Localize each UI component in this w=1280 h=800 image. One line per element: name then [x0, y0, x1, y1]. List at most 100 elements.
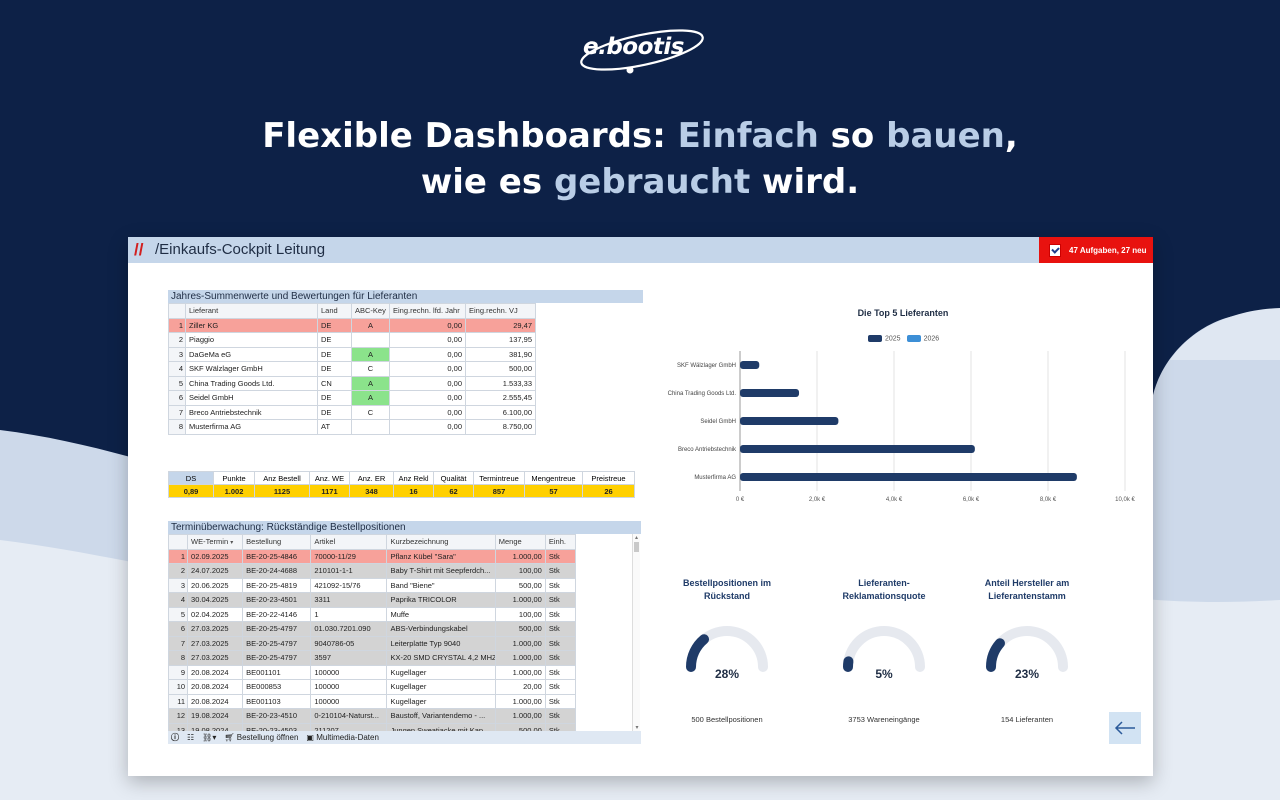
- table-cell: 4: [167, 592, 189, 608]
- table-cell: 100000: [310, 664, 388, 680]
- table-row[interactable]: 12 19.08.2024 BE-20-23-4510 0-210104-Naturs…: [167, 708, 577, 724]
- legend-item-2025[interactable]: 2025: [868, 335, 901, 342]
- table-cell: 02.04.2025: [187, 606, 244, 622]
- table-cell: 100,00: [494, 606, 546, 622]
- task-checkbox-icon: [1049, 243, 1061, 257]
- table-cell: Paprika TRICOLOR: [386, 592, 496, 608]
- table-row[interactable]: 6 Seidel GmbH DE A 0,00 2.555,45: [168, 390, 536, 406]
- table-cell: Stk: [544, 577, 577, 593]
- orders-scrollbar[interactable]: ▴ ▾: [632, 534, 640, 731]
- table-cell: BE-20-23-4510: [242, 708, 312, 724]
- column-header[interactable]: Eing.rechn. VJ: [465, 303, 536, 319]
- column-header[interactable]: Land: [317, 303, 352, 319]
- bar-2025: [740, 445, 975, 453]
- table-row[interactable]: 7 27.03.2025 BE-20-25-4797 9040786-05 Leiter…: [167, 635, 577, 651]
- x-tick-label: 4,0k €: [886, 497, 903, 503]
- table-row[interactable]: 8 27.03.2025 BE-20-25-4797 3597 KX-20 SMD CR…: [167, 650, 577, 666]
- chart-title: Die Top 5 Lieferanten: [857, 308, 949, 318]
- gauge-caption: 154 Lieferanten: [1000, 715, 1054, 724]
- table-cell: 30.04.2025: [187, 592, 244, 608]
- tasks-button[interactable]: 47 Aufgaben, 27 neu: [1039, 237, 1153, 263]
- gauge-caption: 3753 Wareneingänge: [848, 715, 920, 724]
- back-button[interactable]: [1109, 712, 1141, 744]
- legend-item-2026[interactable]: 2026: [906, 335, 939, 342]
- link-icon[interactable]: ⛓▾: [202, 733, 217, 742]
- bar-2025: [740, 417, 839, 425]
- info-icon[interactable]: ⓘ: [171, 733, 179, 742]
- table-row[interactable]: 2 Piaggio DE 0,00 137,95: [168, 332, 536, 348]
- y-tick-label: Seidel GmbH: [700, 419, 736, 425]
- table-row[interactable]: 1 Ziller KG DE A 0,00 29,47: [168, 317, 536, 333]
- table-row[interactable]: 6 27.03.2025 BE-20-25-4797 01.030.7201.090 A…: [167, 621, 577, 637]
- gauge-value: 5%: [875, 667, 893, 681]
- table-cell: 100,00: [494, 563, 546, 579]
- table-cell: C: [351, 361, 390, 377]
- scroll-thumb[interactable]: [634, 542, 639, 552]
- table-cell: Stk: [544, 592, 577, 608]
- gauge-chart: [842, 626, 925, 672]
- multimedia-button[interactable]: ▣ Multimedia-Daten: [306, 733, 379, 742]
- scroll-up-icon[interactable]: ▴: [634, 535, 638, 541]
- orders-toolbar: ⓘ ☷ ⛓▾ 🛒︎ Bestellung öffnen ▣ Multimedia…: [168, 731, 641, 744]
- table-row[interactable]: 10 20.08.2024 BE000853 100000 Kugellager 20,0…: [167, 679, 577, 695]
- kpi-value: 57: [524, 484, 583, 498]
- table-row[interactable]: 5 02.04.2025 BE-20-22-4146 1 Muffe 100,00 Stk: [167, 606, 577, 622]
- kpi-header: Punkte: [213, 471, 255, 485]
- top-suppliers-chart: 0 € 2,0k € 4,0k € 6,0k € 8,0k € 10,0k € SKF Wä…: [668, 351, 1136, 503]
- window-title: /Einkaufs-Cockpit Leitung: [155, 241, 326, 258]
- kpi-header: Mengentreue: [524, 471, 583, 485]
- column-header[interactable]: Menge: [494, 534, 546, 550]
- table-row[interactable]: 11 20.08.2024 BE001103 100000 Kugellager 1.00…: [167, 693, 577, 709]
- table-row[interactable]: 4 30.04.2025 BE-20-23-4501 3311 Paprika TRIC…: [167, 592, 577, 608]
- supplier-panel-title: Jahres-Summenwerte und Bewertungen für L…: [168, 290, 643, 303]
- column-header[interactable]: ABC-Key: [351, 303, 390, 319]
- list-view-icon[interactable]: ☷: [187, 733, 195, 742]
- table-row[interactable]: 3 DaGeMa eG DE A 0,00 381,90: [168, 346, 536, 362]
- table-row[interactable]: 7 Breco Antriebstechnik DE C 0,00 6.100,00: [168, 404, 536, 420]
- table-cell: DE: [317, 404, 352, 420]
- table-row[interactable]: 8 Musterfirma AG AT 0,00 8.750,00: [168, 419, 536, 435]
- table-row[interactable]: 9 20.08.2024 BE001101 100000 Kugellager 1.000…: [167, 664, 577, 680]
- column-header[interactable]: Kurzbezeichnung: [386, 534, 496, 550]
- scroll-down-icon[interactable]: ▾: [635, 725, 639, 731]
- table-cell: 2: [168, 332, 186, 348]
- table-cell: BE-20-24-4688: [242, 563, 312, 579]
- table-cell: Breco Antriebstechnik: [185, 404, 318, 420]
- kpi-value: 857: [473, 484, 525, 498]
- table-cell: 20.06.2025: [187, 577, 244, 593]
- table-cell: 1: [168, 317, 186, 333]
- x-tick-label: 2,0k €: [809, 497, 826, 503]
- table-cell: 5: [168, 375, 186, 391]
- table-cell: Band "Biene": [386, 577, 496, 593]
- x-tick-label: 10,0k €: [1115, 497, 1135, 503]
- column-header[interactable]: Einh.: [544, 534, 577, 550]
- table-row[interactable]: 3 20.06.2025 BE-20-25-4819 421092-15/76 Band…: [167, 577, 577, 593]
- table-cell: DE: [317, 361, 352, 377]
- table-row[interactable]: 2 24.07.2025 BE-20-24-4688 210101-1-1 Baby T…: [167, 563, 577, 579]
- table-row[interactable]: 4 SKF Wälzlager GmbH DE C 0,00 500,00: [168, 361, 536, 377]
- table-cell: Kugellager: [386, 664, 496, 680]
- table-cell: 2: [167, 563, 189, 579]
- column-header-we-termin[interactable]: WE-Termin ▾: [187, 534, 244, 550]
- table-row[interactable]: 5 China Trading Goods Ltd. CN A 0,00 1.533,33: [168, 375, 536, 391]
- sort-down-icon[interactable]: ▾: [230, 540, 234, 547]
- column-header[interactable]: Artikel: [310, 534, 388, 550]
- x-tick-label: 0 €: [736, 497, 745, 503]
- table-cell: 5: [167, 606, 189, 622]
- table-cell: 0,00: [389, 390, 466, 406]
- open-order-button[interactable]: 🛒︎ Bestellung öffnen: [224, 733, 299, 742]
- kpi-value: 16: [393, 484, 434, 498]
- table-cell: 1.533,33: [465, 375, 536, 391]
- table-cell: 2.555,45: [465, 390, 536, 406]
- column-header[interactable]: Bestellung: [242, 534, 312, 550]
- column-header[interactable]: Eing.rechn. lfd. Jahr: [389, 303, 466, 319]
- column-header[interactable]: Lieferant: [185, 303, 318, 319]
- table-cell: BE-20-25-4797: [242, 621, 312, 637]
- cart-icon: 🛒︎: [224, 733, 235, 742]
- table-cell: 0,00: [389, 361, 466, 377]
- table-cell: 6: [168, 390, 186, 406]
- table-row[interactable]: 1 02.09.2025 BE-20-25-4846 70000-11/29 Pflan…: [167, 548, 577, 564]
- tasks-label: 47 Aufgaben, 27 neu: [1069, 245, 1147, 255]
- table-cell: 500,00: [494, 577, 546, 593]
- table-cell: Stk: [544, 664, 577, 680]
